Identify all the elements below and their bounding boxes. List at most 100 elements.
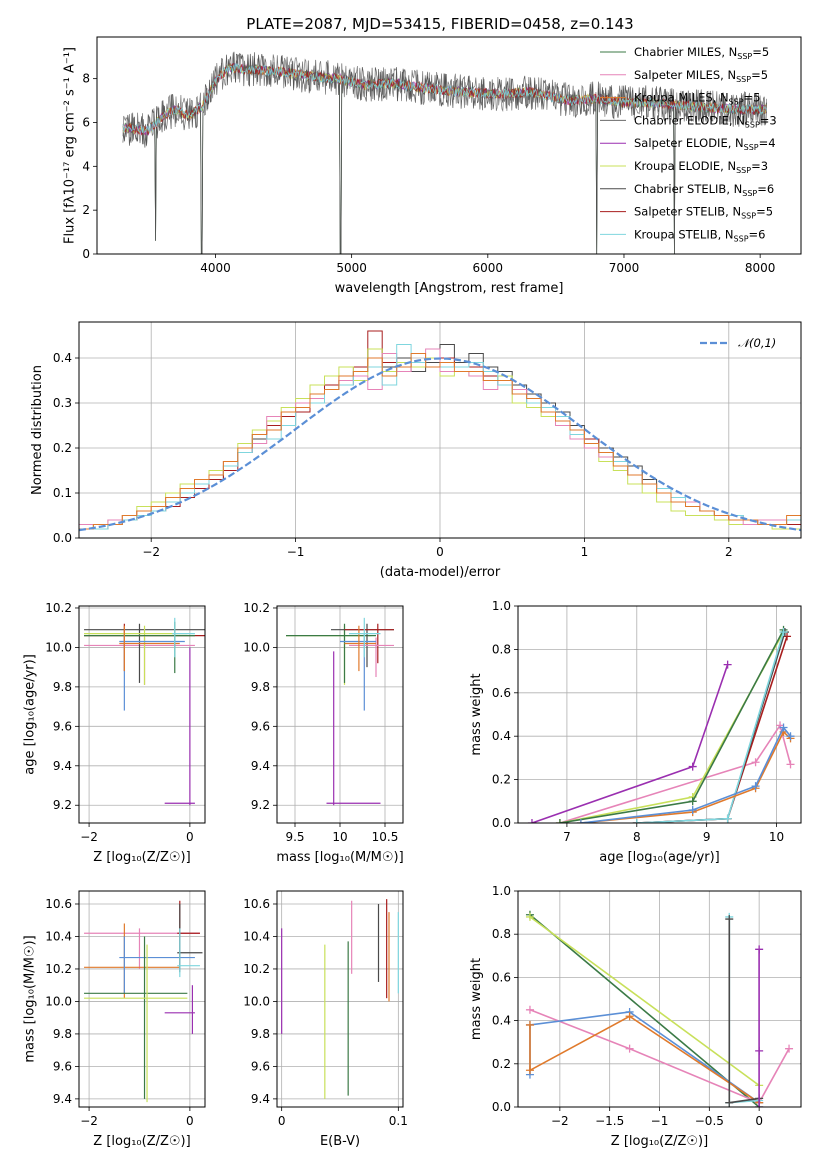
errorbar xyxy=(344,625,376,672)
weight-point xyxy=(625,1044,634,1053)
x-tick-label: 10 xyxy=(332,830,347,844)
y-axis-label: mass weight xyxy=(469,673,484,755)
x-axis-label: E(B-V) xyxy=(320,1134,360,1149)
y-tick-label: 10.0 xyxy=(243,640,270,654)
x-tick-label: 9 xyxy=(703,830,711,844)
plot-area xyxy=(277,606,403,823)
legend-entry: Salpeter ELODIE, NSSP=4 xyxy=(634,136,776,152)
y-tick-label: 0.0 xyxy=(492,816,511,830)
axes-frame xyxy=(517,605,802,824)
y-tick-label: 9.4 xyxy=(53,1092,72,1106)
y-tick-label: 10.6 xyxy=(45,897,72,911)
x-tick-label: −1.5 xyxy=(595,1114,624,1128)
plot-area xyxy=(518,606,801,823)
errorbar xyxy=(177,928,200,978)
y-tick-label: 10.0 xyxy=(45,994,72,1008)
weight-point xyxy=(688,762,697,771)
weight-point xyxy=(751,758,760,767)
y-tick-label: 9.8 xyxy=(251,1027,270,1041)
x-tick-label: 7 xyxy=(563,830,571,844)
y-tick-label: 10.0 xyxy=(45,640,72,654)
x-tick-label: 7000 xyxy=(609,261,640,275)
y-tick-label: 0.4 xyxy=(53,351,72,365)
axes-frame xyxy=(96,36,802,255)
weight-point xyxy=(723,814,732,823)
weight-line xyxy=(559,629,785,823)
weight-point xyxy=(755,1103,764,1107)
panel-mass-weight-vs-Z: −2 −1.5 −1 −0.5 0 0.0 0.2 0.4 0.6 0.8 1.0 Z [log₁₀(… xyxy=(469,884,802,1149)
weight-point xyxy=(688,805,697,814)
legend-entry: Salpeter STELIB, NSSP=5 xyxy=(634,205,773,221)
x-tick-label: 0 xyxy=(755,1114,763,1128)
y-axis-label: mass weight xyxy=(469,958,484,1040)
weight-line xyxy=(636,631,786,823)
errorbar xyxy=(164,647,195,806)
plot-area xyxy=(122,51,768,254)
weight-point xyxy=(786,732,795,741)
plot-area xyxy=(518,891,801,1107)
legend-entry: Kroupa MILES, NSSP=5 xyxy=(634,91,760,107)
y-tick-label: 0.0 xyxy=(492,1100,511,1114)
x-tick-label: 0 xyxy=(186,830,194,844)
y-tick-label: 10.2 xyxy=(243,601,270,615)
y-tick-label: 9.2 xyxy=(53,798,72,812)
x-tick-label: −2 xyxy=(551,1114,569,1128)
x-axis-label: Z [log₁₀(Z/Z☉)] xyxy=(611,1134,708,1149)
y-tick-label: 0.8 xyxy=(492,927,511,941)
weight-point xyxy=(725,915,734,924)
axes-frame xyxy=(276,890,404,1108)
x-tick-label: −0.5 xyxy=(695,1114,724,1128)
errorbar xyxy=(177,900,200,969)
legend-entry: Chabrier ELODIE, NSSP=3 xyxy=(634,113,777,129)
y-tick-label: 9.4 xyxy=(251,1092,270,1106)
plot-area xyxy=(79,322,801,538)
y-tick-label: 9.8 xyxy=(53,1027,72,1041)
weight-point xyxy=(779,628,788,637)
errorbar xyxy=(349,637,394,678)
plot-area xyxy=(79,606,205,823)
plot-area xyxy=(277,891,403,1107)
legend-entry: Kroupa ELODIE, NSSP=3 xyxy=(634,159,768,175)
plot-area xyxy=(79,891,205,1107)
legend-entry: Chabrier STELIB, NSSP=6 xyxy=(634,182,774,198)
weight-point xyxy=(785,1044,794,1053)
weight-point xyxy=(525,1066,534,1075)
weight-line xyxy=(531,664,729,823)
y-tick-label: 6 xyxy=(82,115,90,129)
y-tick-label: 9.6 xyxy=(53,1059,72,1073)
panel-age-vs-Z: −2 0 9.2 9.4 9.6 9.8 10.0 10.2 Z [log₁₀(Z/Z☉)] ag… xyxy=(22,601,206,865)
legend-entry: Chabrier MILES, NSSP=5 xyxy=(634,45,769,61)
y-tick-label: 9.6 xyxy=(251,719,270,733)
x-tick-label: 0.1 xyxy=(389,1114,408,1128)
x-tick-label: −2 xyxy=(80,1114,98,1128)
weight-line xyxy=(580,726,792,823)
y-tick-label: 9.8 xyxy=(53,680,72,694)
axes-frame xyxy=(517,890,802,1108)
x-axis-label: wavelength [Angstrom, rest frame] xyxy=(335,281,564,296)
legend-entry: Kroupa STELIB, NSSP=6 xyxy=(634,227,765,243)
y-axis-label: mass [log₁₀(M/M☉)] xyxy=(22,935,37,1062)
errorbar xyxy=(84,625,188,685)
errorbar xyxy=(344,623,394,664)
y-tick-label: 0.4 xyxy=(492,729,511,743)
y-tick-label: 8 xyxy=(82,72,90,86)
spectrum-line xyxy=(122,63,768,134)
x-tick-label: −2 xyxy=(80,830,98,844)
y-tick-label: 10.4 xyxy=(45,929,72,943)
y-tick-label: 9.6 xyxy=(53,719,72,733)
errorbar xyxy=(119,625,180,672)
y-tick-label: 9.6 xyxy=(251,1059,270,1073)
weight-point xyxy=(723,660,732,669)
weight-line xyxy=(559,631,785,823)
y-tick-label: 9.4 xyxy=(53,759,72,773)
weight-line xyxy=(529,916,760,1087)
errorbar xyxy=(119,936,195,994)
y-tick-label: 0.6 xyxy=(492,970,511,984)
y-tick-label: 9.8 xyxy=(251,680,270,694)
weight-point xyxy=(751,782,760,791)
y-tick-label: 10.2 xyxy=(45,601,72,615)
y-tick-label: 2 xyxy=(82,203,90,217)
weight-point xyxy=(755,945,764,954)
panel-residual-histogram: −2 −1 0 1 2 0.0 0.1 0.2 0.3 0.4 (data-model)/error… xyxy=(30,321,802,580)
y-tick-label: 9.4 xyxy=(251,759,270,773)
